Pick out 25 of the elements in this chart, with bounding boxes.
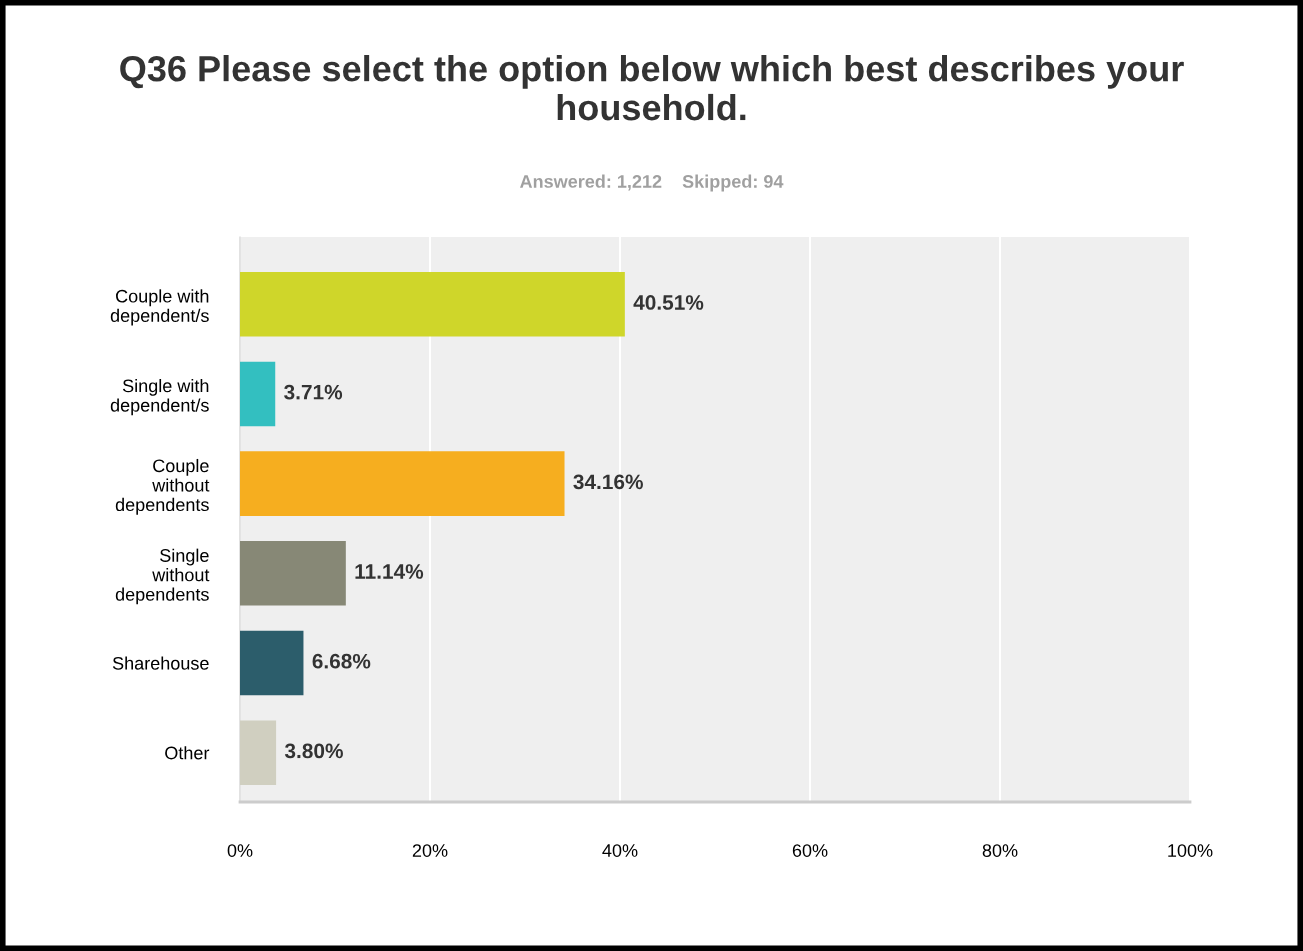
bar bbox=[240, 541, 346, 606]
x-tick-label: 0% bbox=[227, 844, 253, 857]
chart-title: Q36 Please select the option below which best describes your household. bbox=[120, 55, 1184, 121]
bar bbox=[240, 630, 304, 696]
data-label: 11.14% bbox=[355, 564, 424, 579]
y-tick-label: Single with dependent/s bbox=[110, 378, 209, 416]
x-tick-label: 20% bbox=[412, 844, 448, 857]
data-label: 34.16% bbox=[573, 474, 643, 490]
data-label: 40.51% bbox=[633, 295, 704, 310]
x-tick-label: 40% bbox=[602, 844, 638, 857]
y-tick-label: Other bbox=[165, 746, 210, 760]
x-tick-label: 60% bbox=[792, 844, 828, 857]
data-label: 3.80% bbox=[284, 743, 343, 759]
data-label: 3.71% bbox=[284, 384, 343, 400]
bar bbox=[240, 451, 565, 516]
bar bbox=[240, 271, 625, 337]
bar bbox=[240, 361, 276, 427]
data-label: 6.68% bbox=[312, 653, 371, 669]
y-tick-label: Couple without dependents bbox=[115, 458, 210, 515]
x-tick-label: 100% bbox=[1168, 844, 1213, 857]
chart-subtitle: Answered: 1,212 Skipped: 94 bbox=[520, 174, 784, 192]
y-tick-label: Couple with dependent/s bbox=[110, 289, 209, 326]
y-tick-label: Single without dependents bbox=[115, 548, 210, 605]
x-tick-label: 80% bbox=[982, 844, 1018, 857]
y-tick-label: Sharehouse bbox=[112, 656, 209, 670]
